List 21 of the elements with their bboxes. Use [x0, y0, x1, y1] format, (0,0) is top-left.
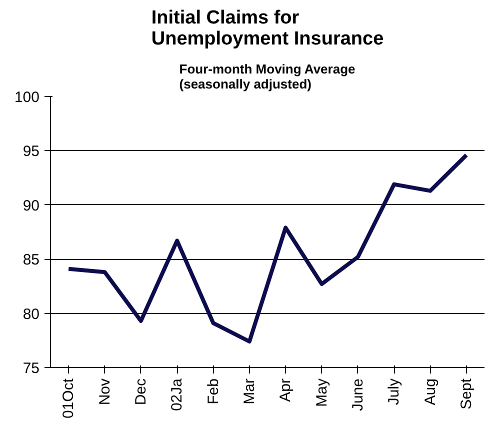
- y-tick-label: 100: [14, 89, 40, 106]
- x-tick-label: Sept: [458, 378, 475, 410]
- x-tick-label: July: [386, 378, 403, 406]
- x-tick-label: Aug: [422, 378, 439, 406]
- x-tick-label: Mar: [240, 378, 258, 404]
- x-tick-label: Dec: [132, 378, 150, 406]
- y-tick-label: 85: [22, 252, 40, 269]
- x-tick-label: 01Oct: [60, 378, 78, 419]
- line-series: [66, 153, 468, 344]
- x-tick-label: Nov: [96, 378, 114, 406]
- x-tick-label: Feb: [204, 378, 222, 404]
- x-tick-label: Apr: [277, 378, 294, 402]
- y-tick-label: 95: [22, 143, 40, 160]
- chart-subtitle: Four-month Moving Average (seasonally adjusted): [179, 62, 356, 92]
- x-tick-label: 02Ja: [168, 378, 186, 412]
- y-tick-label: 90: [22, 197, 40, 214]
- x-tick-label: May: [313, 378, 330, 407]
- chart-title: Initial Claims for Unemployment Insurance: [151, 8, 384, 50]
- x-tick-label: June: [349, 378, 366, 412]
- y-tick-label: 75: [22, 360, 40, 377]
- y-tick-label: 80: [22, 306, 40, 323]
